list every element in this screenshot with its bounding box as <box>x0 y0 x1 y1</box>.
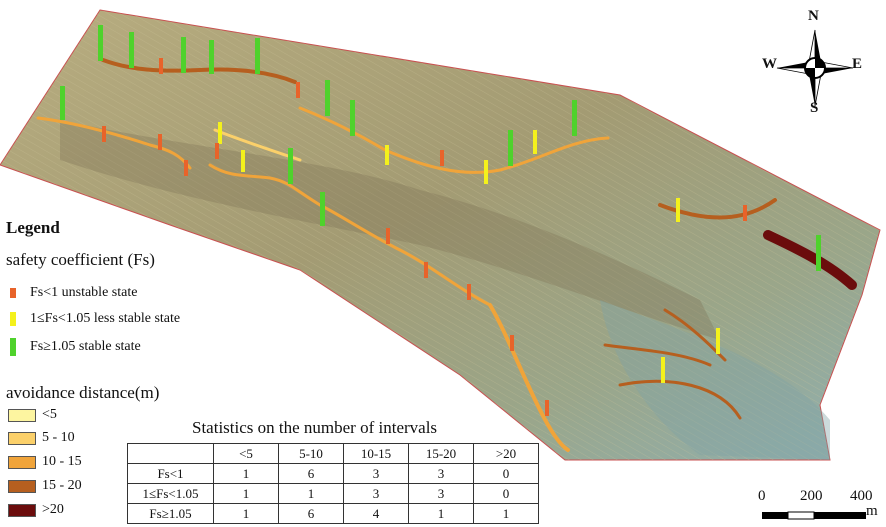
avoidance-swatch <box>8 408 36 422</box>
fs-legend-label: Fs<1 unstable state <box>30 285 138 300</box>
avoidance-label: 15 - 20 <box>42 478 82 493</box>
fs-legend-label: 1≤Fs<1.05 less stable state <box>30 311 181 326</box>
stats-col-header: >20 <box>473 443 539 464</box>
stats-cell: 0 <box>473 483 539 504</box>
legend-title: Legend <box>6 218 60 237</box>
stats-cell: 1 <box>473 503 539 524</box>
stats-cell: 3 <box>343 483 409 504</box>
table-row: Fs<1 1 6 3 3 0 <box>127 463 539 484</box>
stats-cell: 4 <box>343 503 409 524</box>
compass-rose <box>776 29 854 107</box>
avoidance-legend-item: <5 <box>8 407 57 423</box>
avoidance-swatch <box>8 455 36 469</box>
stats-row-label: Fs<1 <box>127 463 214 484</box>
compass-s: S <box>810 100 819 116</box>
stats-header-row: <5 5-10 10-15 15-20 >20 <box>127 443 539 464</box>
compass-e: E <box>852 56 863 72</box>
avoidance-label: 5 - 10 <box>42 430 75 445</box>
stats-cell: 3 <box>408 463 474 484</box>
avoidance-swatch <box>8 503 36 517</box>
stats-row-label: Fs≥1.05 <box>127 503 214 524</box>
scale-bar <box>762 511 866 520</box>
stats-cell: 1 <box>408 503 474 524</box>
avoidance-swatch <box>8 431 36 445</box>
stats-col-header: 10-15 <box>343 443 409 464</box>
avoidance-label: 10 - 15 <box>42 454 82 469</box>
fs-swatch <box>10 312 16 326</box>
avoidance-swatch <box>8 479 36 493</box>
stats-cell: 1 <box>213 483 279 504</box>
fs-legend-item: Fs<1 unstable state <box>10 285 137 301</box>
stats-row-label: 1≤Fs<1.05 <box>127 483 214 504</box>
stats-cell: 1 <box>213 503 279 524</box>
compass-w: W <box>762 56 777 72</box>
fs-swatch <box>10 338 16 356</box>
stats-cell: 0 <box>473 463 539 484</box>
scale-tick-label: 400 <box>850 488 873 504</box>
compass-n: N <box>808 8 819 24</box>
avoidance-legend-item: 15 - 20 <box>8 478 82 494</box>
fs-legend-title: safety coefficient (Fs) <box>6 250 155 269</box>
avoidance-legend-title: avoidance distance(m) <box>6 383 160 402</box>
avoidance-legend-item: 5 - 10 <box>8 430 75 446</box>
avoidance-lines <box>36 58 857 452</box>
table-row: Fs≥1.05 1 6 4 1 1 <box>127 503 539 524</box>
stats-cell: 1 <box>213 463 279 484</box>
avoidance-legend-item: 10 - 15 <box>8 454 82 470</box>
fs-legend-item: 1≤Fs<1.05 less stable state <box>10 311 180 327</box>
stats-cell: 6 <box>278 463 344 484</box>
stats-table: <5 5-10 10-15 15-20 >20 Fs<1 1 6 3 3 0 1… <box>127 443 539 524</box>
stats-col-header: <5 <box>213 443 279 464</box>
fs-markers <box>60 25 821 416</box>
stats-col-header: 5-10 <box>278 443 344 464</box>
scale-tick-label: 0 <box>758 488 766 504</box>
stats-col-header: 15-20 <box>408 443 474 464</box>
stats-cell: 1 <box>278 483 344 504</box>
stats-title: Statistics on the number of intervals <box>192 418 438 437</box>
fs-swatch <box>10 288 16 298</box>
scale-bar-labels: 0 200 400 <box>750 488 880 508</box>
fs-legend-item: Fs≥1.05 stable state <box>10 338 141 356</box>
avoidance-label: <5 <box>42 407 57 422</box>
stats-cell: 3 <box>408 483 474 504</box>
stats-cell: 6 <box>278 503 344 524</box>
stats-cell: 3 <box>343 463 409 484</box>
avoidance-label: >20 <box>42 502 64 517</box>
stats-corner-cell <box>127 443 214 464</box>
avoidance-legend-item: >20 <box>8 502 64 518</box>
scale-unit: m <box>866 503 878 519</box>
scale-tick-label: 200 <box>800 488 823 504</box>
table-row: 1≤Fs<1.05 1 1 3 3 0 <box>127 483 539 504</box>
fs-legend-label: Fs≥1.05 stable state <box>30 339 141 354</box>
